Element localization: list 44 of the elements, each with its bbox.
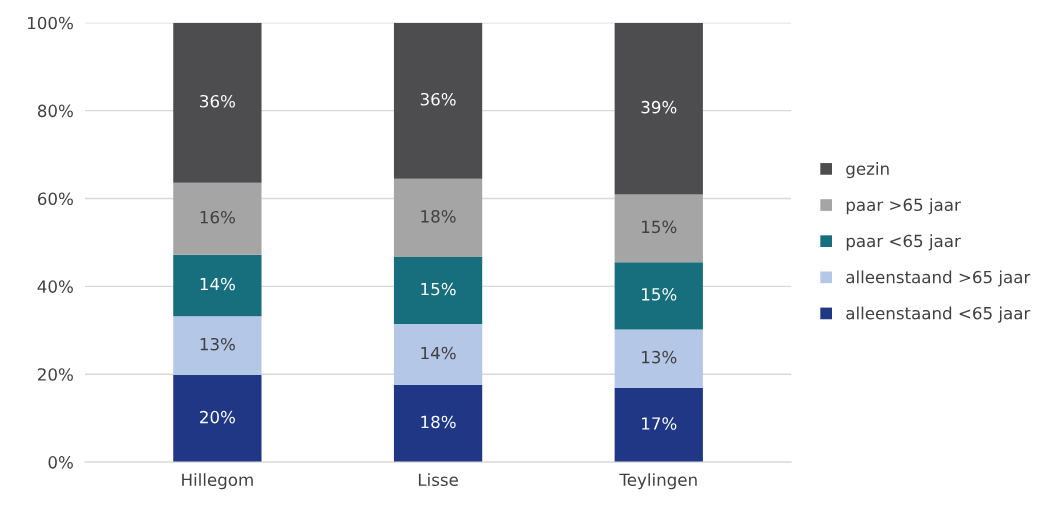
data-label: 15% (642, 220, 677, 234)
bar (393, 256, 483, 325)
data-label: 39% (641, 100, 677, 114)
bar (393, 22, 483, 179)
bar (173, 182, 262, 255)
legend-label: gezin (846, 162, 889, 179)
data-label: 16% (200, 210, 235, 224)
data-label: 18% (421, 210, 456, 223)
data-label: 36% (200, 94, 235, 108)
bar (614, 22, 703, 195)
bar (393, 324, 483, 385)
y-tick-label: 40% (37, 280, 73, 293)
data-label: 14% (200, 277, 235, 291)
bar (173, 316, 262, 376)
bar (393, 384, 483, 463)
data-label: 18% (421, 415, 456, 429)
bar (614, 194, 703, 263)
data-label: 17% (642, 417, 677, 430)
x-tick-label: Teylingen (619, 473, 697, 490)
data-label: 36% (420, 92, 456, 106)
bar (173, 254, 262, 317)
legend-label: paar <65 jaar (846, 234, 961, 251)
data-label: 14% (421, 346, 456, 360)
bar (614, 387, 703, 463)
data-label: 15% (642, 288, 677, 301)
y-tick-label: 0% (48, 456, 73, 469)
data-label: 20% (200, 410, 235, 424)
legend-label: alleenstaand <65 jaar (846, 306, 1031, 323)
x-tick-label: Lisse (418, 473, 458, 487)
data-label: 13% (200, 337, 235, 351)
data-label: 15% (421, 282, 456, 296)
legend-label: paar >65 jaar (846, 198, 961, 215)
bar (393, 178, 483, 257)
y-tick-label: 100% (28, 16, 73, 30)
y-tick-label: 60% (37, 192, 73, 206)
y-tick-label: 80% (37, 104, 73, 118)
data-label: 13% (642, 350, 677, 364)
bar (173, 375, 262, 463)
bar (614, 329, 703, 388)
legend-label: alleenstaand >65 jaar (846, 270, 1031, 287)
bar (173, 22, 262, 183)
x-tick-label: Hillegom (182, 473, 253, 490)
y-tick-label: 20% (38, 368, 73, 381)
bar (614, 262, 703, 330)
